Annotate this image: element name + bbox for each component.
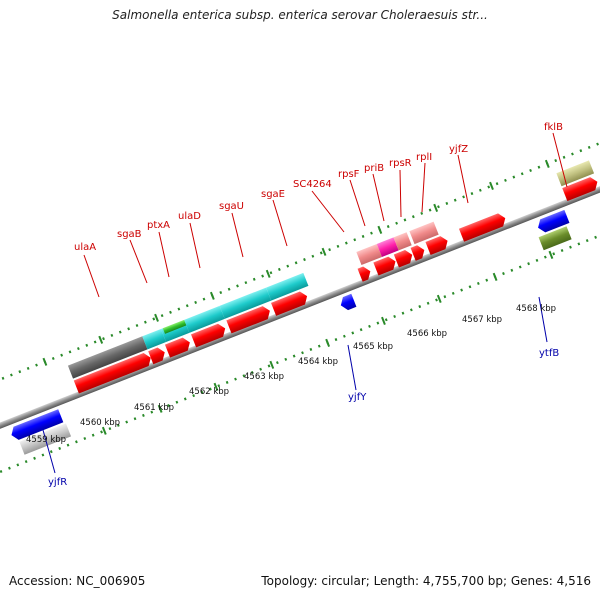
- organism-title: Salmonella enterica subsp. enterica sero…: [112, 8, 488, 22]
- arrow-ulaD[interactable]: [191, 322, 228, 348]
- forward-tick-track: [0, 126, 600, 400]
- accession-text: Accession: NC_006905: [9, 574, 146, 588]
- gene-ulaD[interactable]: [184, 305, 225, 333]
- forward-label-leaders: [83, 132, 568, 298]
- reverse-major-ticks: [101, 250, 554, 435]
- kbp-label: 4567 kbp: [462, 315, 502, 325]
- kbp-label: 4565 kbp: [353, 342, 393, 352]
- arrow-SC4264[interactable]: [357, 265, 373, 282]
- reverse-label-leaders: [42, 296, 548, 474]
- arrow-rpsR[interactable]: [410, 243, 427, 261]
- gene-ptxA[interactable]: [162, 319, 187, 334]
- gene-rpsR[interactable]: [393, 232, 412, 251]
- arrow-ytfB[interactable]: [536, 209, 570, 234]
- arrow-rplI[interactable]: [425, 234, 450, 256]
- label-SC4264[interactable]: SC4264: [293, 179, 332, 190]
- gene-sgaU[interactable]: [219, 287, 272, 319]
- kbp-label: 4563 kbp: [244, 372, 284, 382]
- label-rpsF[interactable]: rpsF: [338, 169, 360, 180]
- forward-major-ticks: [42, 159, 550, 366]
- label-yjfZ[interactable]: yjfZ: [449, 144, 468, 155]
- arrow-yjfY[interactable]: [338, 293, 357, 312]
- label-ptxA[interactable]: ptxA: [147, 220, 170, 231]
- arrow-yjfZ[interactable]: [458, 212, 508, 242]
- label-ytfB[interactable]: ytfB: [539, 348, 559, 359]
- label-rplI[interactable]: rplI: [416, 152, 432, 163]
- label-yjfY[interactable]: yjfY: [348, 392, 367, 403]
- gene-rplI[interactable]: [409, 221, 439, 245]
- gene-sgaE[interactable]: [266, 272, 309, 301]
- kbp-label: 4568 kbp: [516, 304, 556, 314]
- kbp-label: 4566 kbp: [407, 329, 447, 339]
- gene-rpsF[interactable]: [356, 243, 382, 266]
- label-rpsR[interactable]: rpsR: [389, 158, 412, 169]
- gene-sgaB[interactable]: [142, 328, 167, 350]
- forward-genes-lower: [73, 175, 600, 394]
- kbp-label: 4559 kbp: [26, 435, 66, 445]
- arrow-priB[interactable]: [393, 248, 415, 268]
- gene-ulaA[interactable]: [67, 336, 148, 379]
- gene-fklB[interactable]: [556, 160, 595, 187]
- arrow-sgaU[interactable]: [226, 304, 272, 334]
- arrow-sgaE[interactable]: [271, 290, 310, 316]
- arrow-fklB[interactable]: [562, 175, 600, 202]
- forward-genes-upper: [67, 160, 595, 379]
- reverse-gene-labels: yjfR yjfY ytfB: [48, 348, 559, 488]
- forward-gene-labels: ulaA sgaB ptxA ulaD sgaU sgaE SC4264 rps…: [74, 122, 563, 253]
- label-yjfR[interactable]: yjfR: [48, 477, 67, 488]
- arrow-ptxA[interactable]: [164, 336, 192, 358]
- gene-ytfB[interactable]: [538, 226, 572, 251]
- kbp-label: 4562 kbp: [189, 387, 229, 397]
- arrow-sgaB[interactable]: [148, 346, 167, 365]
- label-priB[interactable]: priB: [364, 163, 384, 174]
- kbp-scale-labels: 4559 kbp 4560 kbp 4561 kbp 4562 kbp 4563…: [26, 304, 556, 445]
- gene-priB[interactable]: [376, 237, 399, 257]
- kbp-label: 4564 kbp: [298, 357, 338, 367]
- arrow-rpsF[interactable]: [373, 255, 398, 276]
- label-sgaE[interactable]: sgaE: [261, 189, 285, 200]
- arrow-yjfR[interactable]: [9, 409, 64, 441]
- arrow-ulaA[interactable]: [73, 351, 154, 394]
- topology-summary: Topology: circular; Length: 4,755,700 bp…: [261, 574, 591, 588]
- label-ulaD[interactable]: ulaD: [178, 211, 201, 222]
- label-sgaB[interactable]: sgaB: [117, 229, 142, 240]
- label-fklB[interactable]: fklB: [544, 122, 563, 133]
- label-sgaU[interactable]: sgaU: [219, 201, 244, 212]
- kbp-label: 4560 kbp: [80, 418, 120, 428]
- kbp-label: 4561 kbp: [134, 403, 174, 413]
- label-ulaA[interactable]: ulaA: [74, 242, 96, 253]
